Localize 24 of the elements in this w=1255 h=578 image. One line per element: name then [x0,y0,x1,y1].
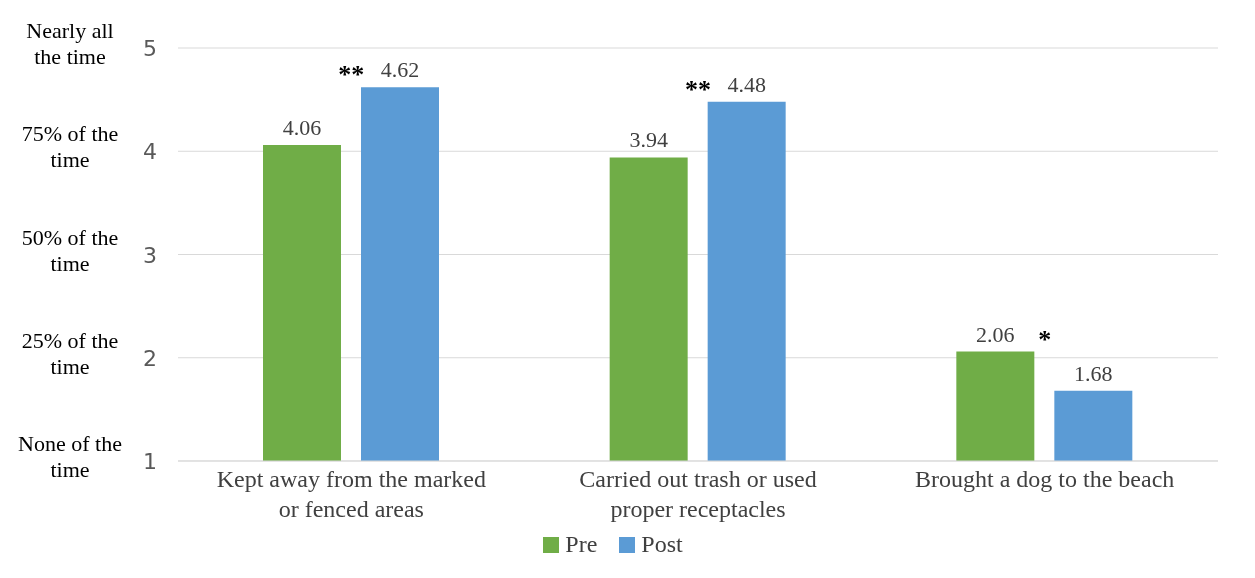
text: None of the time [18,431,122,482]
text: 75% of the time [21,121,119,173]
data-label: 4.48 [727,71,766,97]
data-label: 3.94 [629,127,668,153]
x-tick-label: Kept away from the marked or fenced areas [216,466,486,522]
y-tick-label: 5 [143,36,157,61]
y-tick-label: 3 [143,242,157,268]
y-tick-label: 1 [143,449,157,474]
data-label: 4.06 [282,115,322,141]
data-label: 2.06 [976,321,1015,347]
annotation: ** [685,74,711,104]
data-label: 4.62 [380,57,420,83]
text: Nearly all the time [26,18,114,69]
text: 50% of the time [21,224,119,276]
y-tick-label: 2 [143,345,157,371]
x-tick-label: Carried out trash or used proper receptacles [579,466,817,522]
data-label: 1.68 [1074,360,1113,386]
annotation: * [1038,324,1052,354]
text: 25% of the time [21,327,119,379]
legend-label: Pre [564,531,598,558]
legend-label: Post [640,531,683,558]
x-tick-label: Brought a dog to the beach [915,466,1175,492]
y-tick-label: 4 [143,139,157,165]
annotation: ** [338,60,365,90]
